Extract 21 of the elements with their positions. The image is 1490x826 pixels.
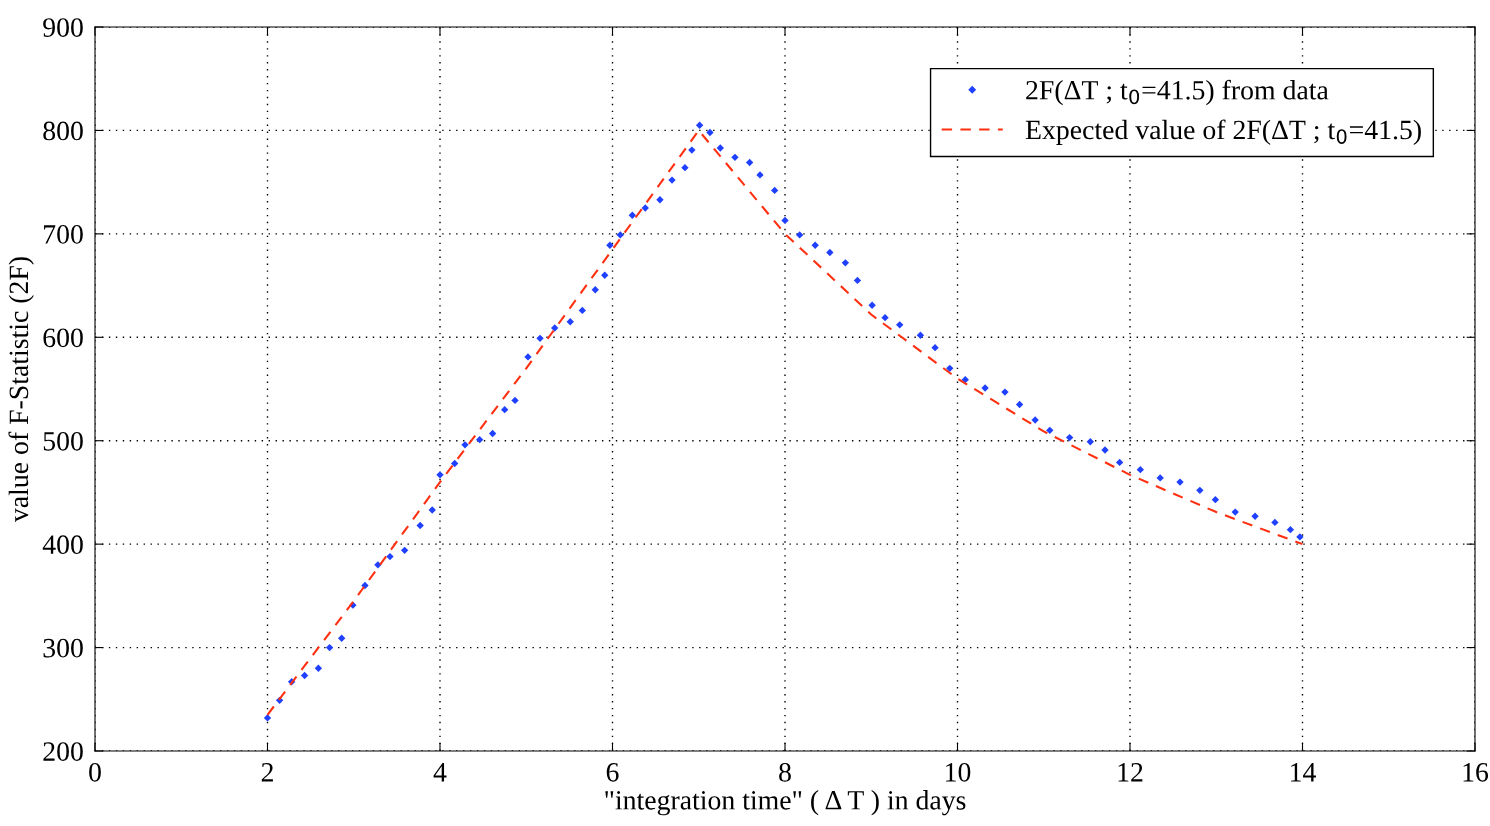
legend-label: Expected value of 2F(ΔT ; t$_{0}$=41.5) [1025,119,1421,145]
y-tick-label: 600 [43,328,83,348]
y-tick-label: 800 [43,121,83,141]
x-tick-label: 14 [1291,763,1316,782]
y-tick-label: 200 [43,742,83,761]
y-tick-label: 500 [43,431,83,451]
x-tick-label: 2 [261,762,273,782]
y-axis-title: value of F-Statistic (2F) [8,257,34,523]
y-tick-label: 700 [44,225,83,244]
x-tick-label: 16 [1463,762,1489,782]
y-tick-label: 900 [43,18,83,37]
x-axis-title: "integration time" ( Δ T ) in days [605,790,966,816]
legend-label: 2F(ΔT ; t$_{0}$=41.5) from data [1026,79,1329,106]
x-tick-label: 0 [89,762,101,782]
x-tick-label: 6 [606,762,619,782]
x-tick-label: 4 [433,763,447,782]
y-tick-label: 400 [42,535,83,555]
y-tick-label: 300 [43,638,83,658]
x-tick-label: 8 [779,762,791,782]
x-tick-label: 12 [1118,762,1143,782]
x-tick-label: 10 [946,762,971,782]
